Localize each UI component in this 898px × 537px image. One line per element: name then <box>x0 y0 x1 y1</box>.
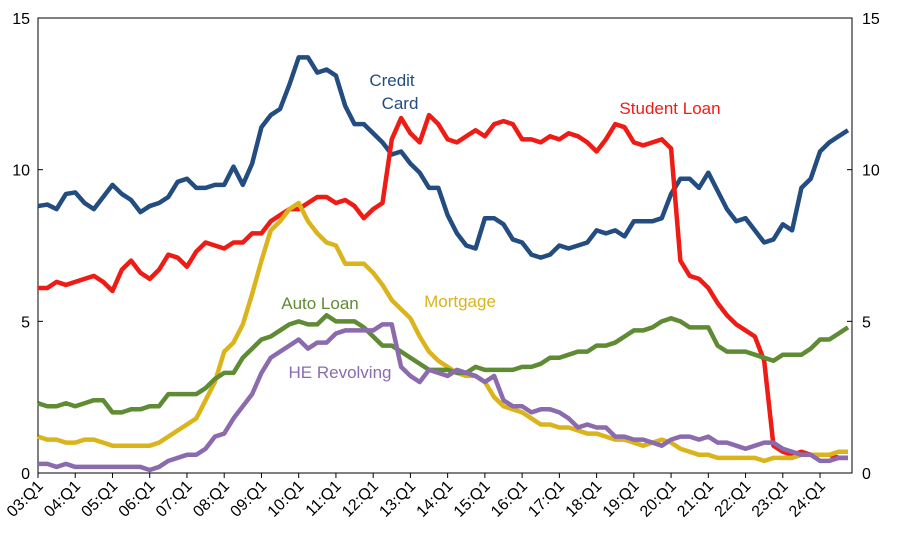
y-tick-label: 15 <box>12 11 30 28</box>
x-tick-label: 05:Q1 <box>78 478 121 521</box>
x-tick-label: 09:Q1 <box>227 478 270 521</box>
x-tick-label: 15:Q1 <box>451 478 494 521</box>
x-tick-label: 18:Q1 <box>563 478 606 521</box>
x-tick-label: 04:Q1 <box>41 478 84 521</box>
x-tick-label: 23:Q1 <box>749 478 792 521</box>
series-label-line: Credit <box>369 71 415 90</box>
y2-tick-label: 10 <box>862 163 880 180</box>
x-tick-label: 11:Q1 <box>303 478 345 520</box>
x-tick-label: 17:Q1 <box>525 478 568 521</box>
x-tick-label: 22:Q1 <box>712 478 755 521</box>
plot-frame <box>37 17 853 474</box>
series-label: Mortgage <box>424 292 496 311</box>
x-tick-label: 19:Q1 <box>600 478 643 521</box>
x-tick-label: 12:Q1 <box>339 478 382 521</box>
x-tick-label: 13:Q1 <box>376 478 419 521</box>
series-line <box>37 55 850 260</box>
x-tick-label: 06:Q1 <box>116 478 159 521</box>
x-tick-label: 07:Q1 <box>153 478 196 521</box>
x-tick-label: 14:Q1 <box>414 478 457 521</box>
y2-tick-label: 15 <box>862 11 880 28</box>
y2-tick-label: 5 <box>862 314 871 331</box>
x-tick-label: 03:Q1 <box>4 478 47 521</box>
series-label-line: Card <box>382 94 419 113</box>
series-line <box>38 112 848 461</box>
x-tick-label: 21:Q1 <box>674 478 717 521</box>
x-tick-label: 16:Q1 <box>488 478 531 521</box>
series-label: HE Revolving <box>289 363 392 382</box>
series-label: Credit Card <box>369 71 418 113</box>
y-tick-label: 5 <box>21 314 30 331</box>
x-tick-label: 20:Q1 <box>637 478 680 521</box>
x-tick-label: 24:Q1 <box>786 478 829 521</box>
series-label: Auto Loan <box>281 294 359 313</box>
series-line <box>37 200 848 464</box>
series-line <box>38 322 848 473</box>
series-line <box>37 313 850 415</box>
series-label: Student Loan <box>619 99 720 118</box>
x-tick-label: 08:Q1 <box>190 478 233 521</box>
y-tick-label: 0 <box>21 466 30 483</box>
y-tick-label: 10 <box>12 163 30 180</box>
y2-tick-label: 0 <box>862 466 871 483</box>
x-tick-label: 10:Q1 <box>265 478 308 521</box>
